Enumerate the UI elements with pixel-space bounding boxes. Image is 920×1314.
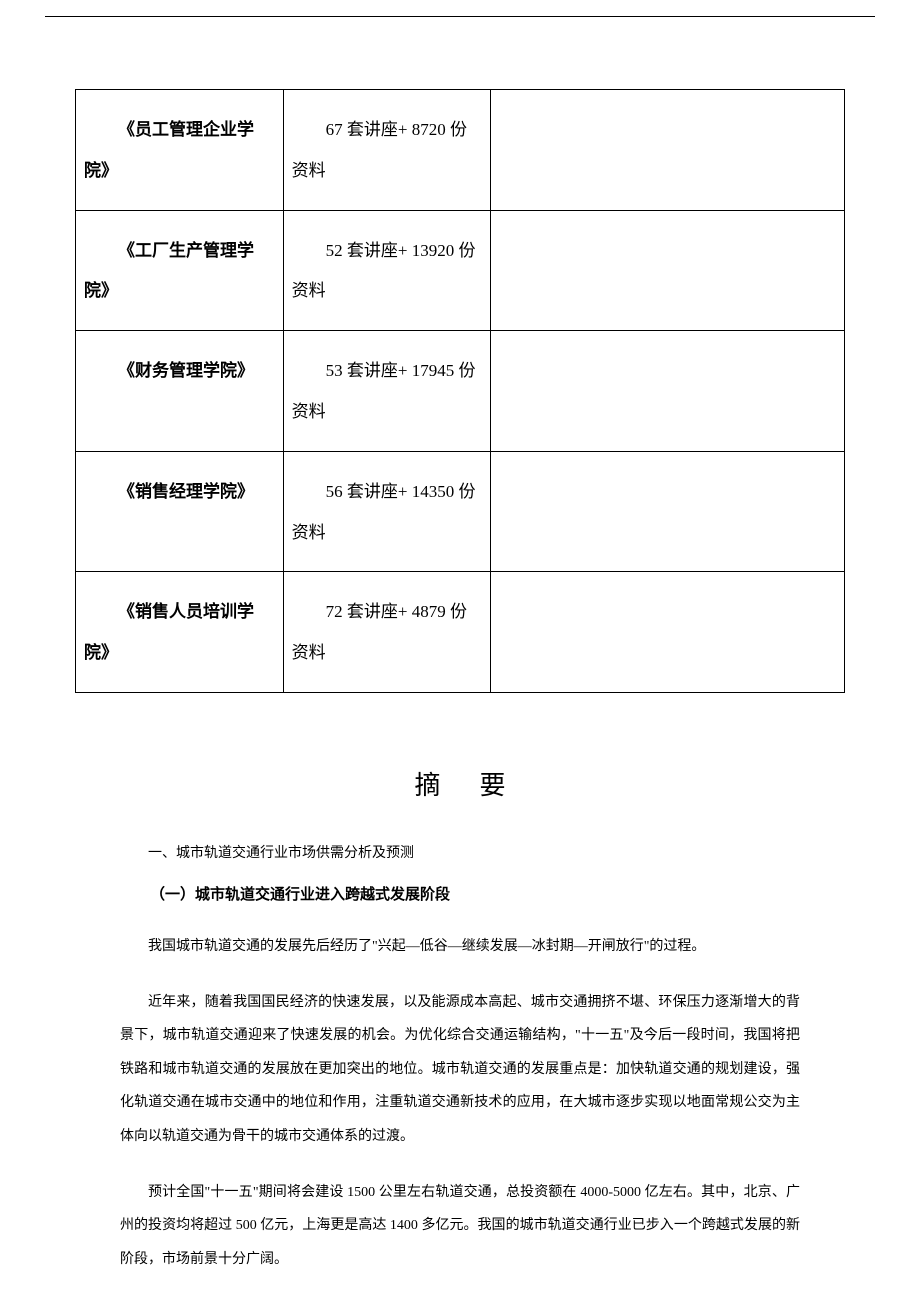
course-content-cell: 53 套讲座+ 17945 份资料 bbox=[283, 331, 491, 452]
course-content-cell: 72 套讲座+ 4879 份资料 bbox=[283, 572, 491, 693]
course-name-cell: 《销售经理学院》 bbox=[76, 451, 284, 572]
empty-cell bbox=[491, 331, 845, 452]
paragraph: 预计全国"十一五"期间将会建设 1500 公里左右轨道交通，总投资额在 4000… bbox=[120, 1176, 800, 1277]
course-content-cell: 52 套讲座+ 13920 份资料 bbox=[283, 210, 491, 331]
paragraph: 我国城市轨道交通的发展先后经历了"兴起—低谷—继续发展—冰封期—开闸放行"的过程… bbox=[120, 930, 800, 964]
table-row: 《财务管理学院》53 套讲座+ 17945 份资料 bbox=[76, 331, 845, 452]
abstract-title: 摘要 bbox=[75, 765, 845, 802]
table-row: 《销售人员培训学院》72 套讲座+ 4879 份资料 bbox=[76, 572, 845, 693]
course-name-cell: 《员工管理企业学院》 bbox=[76, 90, 284, 211]
paragraph: 近年来，随着我国国民经济的快速发展，以及能源成本高起、城市交通拥挤不堪、环保压力… bbox=[120, 986, 800, 1154]
table-row: 《员工管理企业学院》67 套讲座+ 8720 份资料 bbox=[76, 90, 845, 211]
page-container: 《员工管理企业学院》67 套讲座+ 8720 份资料《工厂生产管理学院》52 套… bbox=[0, 89, 920, 1276]
course-table: 《员工管理企业学院》67 套讲座+ 8720 份资料《工厂生产管理学院》52 套… bbox=[75, 89, 845, 693]
empty-cell bbox=[491, 210, 845, 331]
table-row: 《工厂生产管理学院》52 套讲座+ 13920 份资料 bbox=[76, 210, 845, 331]
course-content-cell: 67 套讲座+ 8720 份资料 bbox=[283, 90, 491, 211]
empty-cell bbox=[491, 572, 845, 693]
course-name-cell: 《财务管理学院》 bbox=[76, 331, 284, 452]
empty-cell bbox=[491, 451, 845, 572]
table-row: 《销售经理学院》56 套讲座+ 14350 份资料 bbox=[76, 451, 845, 572]
section-label: 一、城市轨道交通行业市场供需分析及预测 bbox=[120, 840, 800, 868]
page-top-rule bbox=[45, 16, 875, 17]
content-area: 一、城市轨道交通行业市场供需分析及预测 （一）城市轨道交通行业进入跨越式发展阶段… bbox=[75, 840, 845, 1276]
course-name-cell: 《工厂生产管理学院》 bbox=[76, 210, 284, 331]
empty-cell bbox=[491, 90, 845, 211]
subsection-label: （一）城市轨道交通行业进入跨越式发展阶段 bbox=[120, 880, 800, 910]
course-content-cell: 56 套讲座+ 14350 份资料 bbox=[283, 451, 491, 572]
course-name-cell: 《销售人员培训学院》 bbox=[76, 572, 284, 693]
